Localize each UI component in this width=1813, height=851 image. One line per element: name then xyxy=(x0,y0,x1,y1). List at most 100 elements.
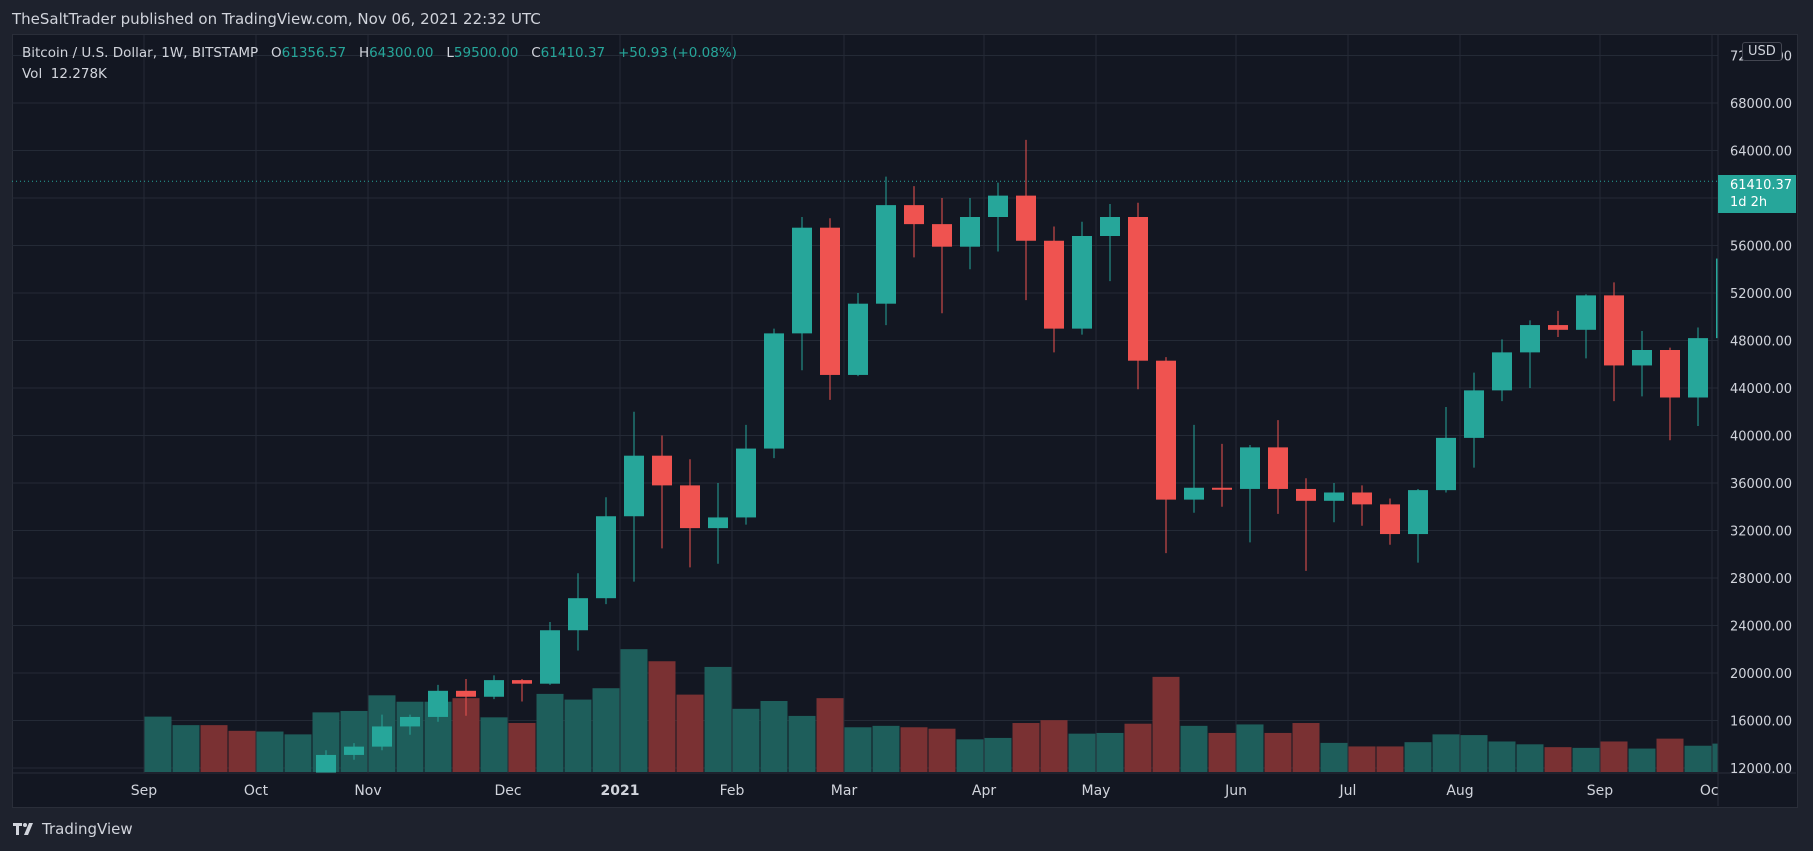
candle-body xyxy=(960,217,980,247)
volume-bars xyxy=(144,649,1813,772)
volume-bar xyxy=(1320,742,1348,772)
candle-body xyxy=(1044,240,1064,329)
price-tick-label: 44000.00 xyxy=(1730,382,1792,397)
candle-body xyxy=(1100,217,1120,236)
price-tick-label: 52000.00 xyxy=(1730,287,1792,302)
volume-bar xyxy=(732,708,760,772)
volume-bar xyxy=(928,728,956,772)
time-tick-label: Aug xyxy=(1446,783,1473,799)
volume-bar xyxy=(1628,748,1656,772)
volume-bar xyxy=(1544,747,1572,772)
volume-bar xyxy=(1712,743,1718,772)
volume-bar xyxy=(1040,720,1068,772)
bar-countdown: 1d 2h xyxy=(1730,195,1768,210)
chart-frame[interactable] xyxy=(12,34,1798,808)
candle-body xyxy=(316,754,336,773)
candle-body xyxy=(1436,437,1456,491)
change-value: +50.93 (+0.08%) xyxy=(617,45,737,61)
price-tick-label: 28000.00 xyxy=(1730,572,1792,587)
volume-bar xyxy=(1600,741,1628,772)
volume-bar xyxy=(172,725,200,772)
footer-brand[interactable]: TradingView xyxy=(12,820,133,838)
candle-body xyxy=(820,227,840,375)
time-tick-label: Sep xyxy=(131,783,158,799)
price-tick-label: 48000.00 xyxy=(1730,335,1792,350)
candle-body xyxy=(1492,352,1512,391)
last-price-tag: 61410.37 1d 2h xyxy=(1718,175,1796,213)
volume-bar xyxy=(1124,723,1152,772)
volume-legend: Vol 12.278K xyxy=(22,66,107,82)
volume-bar xyxy=(1180,725,1208,772)
candle-body xyxy=(484,680,504,697)
volume-bar xyxy=(1376,746,1404,772)
volume-bar xyxy=(1516,744,1544,772)
publisher-header: TheSaltTrader published on TradingView.c… xyxy=(12,10,541,28)
candle-body xyxy=(1660,350,1680,398)
price-tick-label: 40000.00 xyxy=(1730,430,1792,445)
candle-body xyxy=(288,776,308,780)
volume-bar xyxy=(396,701,424,772)
price-axis-labels: 12000.00 16000.00 20000.00 24000.00 28000.00… xyxy=(1730,50,1792,777)
candle-body xyxy=(1352,492,1372,505)
candle-body xyxy=(1576,295,1596,330)
volume-bar xyxy=(200,725,228,772)
candle-body xyxy=(344,746,364,755)
volume-bar xyxy=(984,737,1012,772)
time-tick-label: Jun xyxy=(1224,783,1247,799)
last-price-value: 61410.37 xyxy=(1730,178,1793,193)
volume-bar xyxy=(1404,742,1432,772)
high-value: 64300.00 xyxy=(369,45,434,61)
high-label: H xyxy=(358,45,370,61)
candle-body xyxy=(904,205,924,225)
candle-body xyxy=(1548,325,1568,330)
candle-body xyxy=(708,517,728,529)
volume-bar xyxy=(592,688,620,772)
candle-body xyxy=(568,598,588,631)
candle-body xyxy=(1268,447,1288,489)
candle-body xyxy=(876,205,896,304)
volume-bar xyxy=(956,739,984,772)
volume-bar xyxy=(1236,724,1264,772)
volume-bar xyxy=(816,698,844,772)
price-tick-label: 12000.00 xyxy=(1730,762,1792,777)
open-label: O xyxy=(271,45,282,61)
candle-body xyxy=(1688,338,1708,398)
candle-body xyxy=(680,485,700,529)
volume-bar xyxy=(1684,745,1712,772)
candle-body xyxy=(1324,492,1344,501)
time-tick-label: May xyxy=(1082,783,1111,799)
close-value: 61410.37 xyxy=(540,45,606,61)
time-tick-label: Feb xyxy=(720,783,745,799)
volume-bar xyxy=(900,727,928,772)
volume-bar xyxy=(844,727,872,772)
candle-body xyxy=(988,195,1008,217)
candle-body xyxy=(792,227,812,334)
candle-body xyxy=(372,726,392,747)
candle-body xyxy=(1072,236,1092,329)
candle-body xyxy=(1800,181,1813,187)
volume-bar xyxy=(1096,732,1124,772)
volume-bar xyxy=(340,710,368,772)
time-tick-label: Mar xyxy=(831,783,858,799)
time-tick-label: 2021 xyxy=(601,783,640,799)
volume-bar xyxy=(1797,744,1813,772)
symbol-label[interactable]: Bitcoin / U.S. Dollar, 1W, BITSTAMP xyxy=(22,45,259,61)
candle-body xyxy=(1240,447,1260,489)
price-tick-label: 64000.00 xyxy=(1730,145,1792,160)
volume-bar xyxy=(144,716,172,772)
candle-body xyxy=(1520,325,1540,353)
volume-bar xyxy=(228,730,256,772)
price-tick-label: 32000.00 xyxy=(1730,525,1792,540)
candle-body xyxy=(1716,258,1718,339)
volume-bar xyxy=(760,701,788,772)
candles xyxy=(288,139,1813,780)
candle-body xyxy=(652,455,672,486)
currency-badge[interactable]: USD xyxy=(1742,42,1782,61)
price-tick-label: 16000.00 xyxy=(1730,715,1792,730)
candle-body xyxy=(932,224,952,247)
volume-label[interactable]: Vol xyxy=(22,66,43,82)
time-tick-label: Jul xyxy=(1339,783,1357,799)
candle-body xyxy=(764,333,784,449)
candle-body xyxy=(848,303,868,375)
